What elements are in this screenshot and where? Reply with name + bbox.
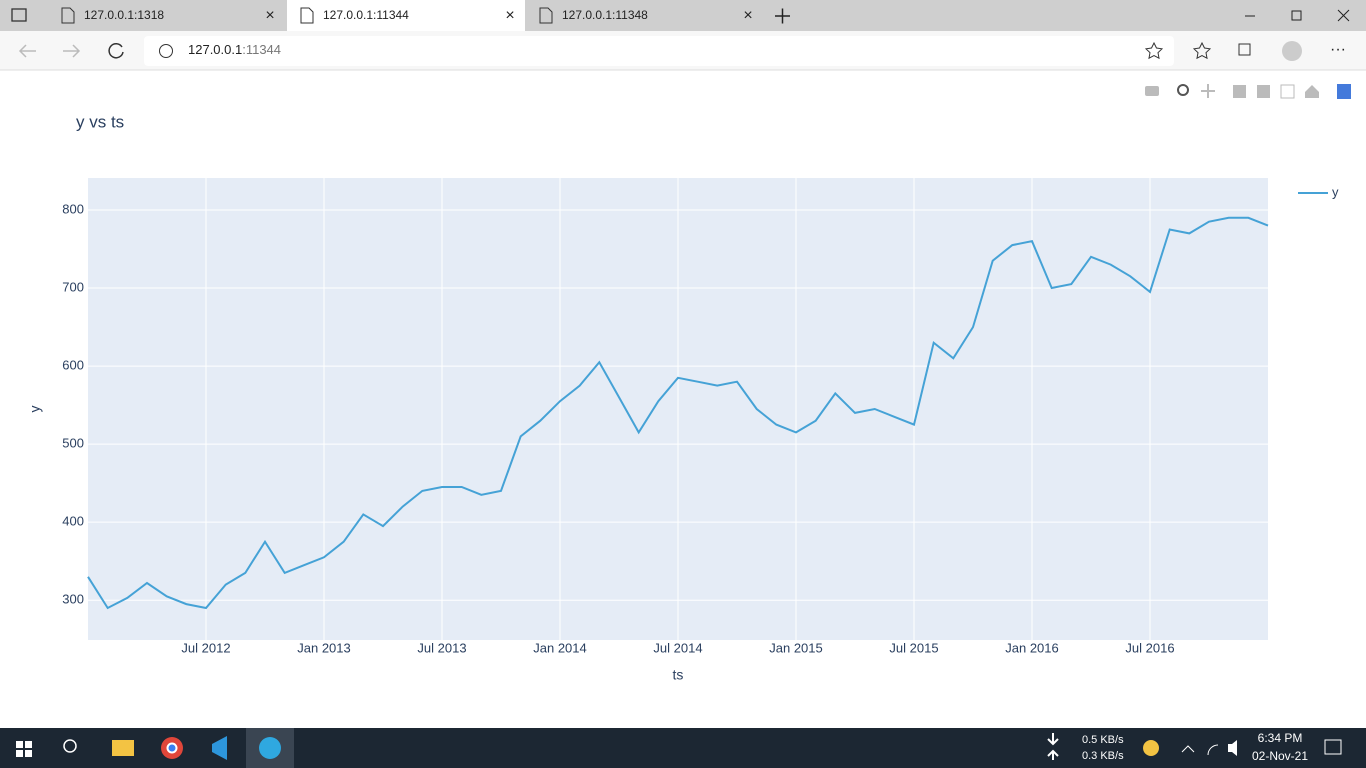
upload-speed: 0.3 KB/s	[1082, 750, 1124, 762]
x-tick-label: Jan 2015	[769, 640, 823, 655]
upload-arrow	[1047, 749, 1059, 760]
x-tick-label: Jul 2016	[1125, 640, 1174, 655]
tab-strip	[0, 0, 1366, 31]
volume[interactable]	[1228, 740, 1237, 756]
x-tick-label: Jan 2016	[1005, 640, 1059, 655]
tray-expand[interactable]	[1181, 745, 1195, 753]
restore[interactable]	[1291, 10, 1302, 21]
x-axis-title: ts	[673, 667, 684, 683]
address-host: 127.0.0.1	[188, 42, 242, 57]
edge[interactable]	[259, 737, 281, 759]
clock-time[interactable]: 6:34 PM	[1258, 731, 1303, 745]
legend-label: y	[1332, 184, 1339, 199]
favorite[interactable]	[1144, 41, 1164, 60]
y-tick-label: 700	[62, 279, 84, 294]
y-axis-title: y	[27, 406, 43, 413]
plotly-logo[interactable]	[1337, 84, 1351, 99]
y-tick-label: 400	[62, 514, 84, 529]
search[interactable]	[63, 739, 77, 753]
y-tick-label: 500	[62, 436, 84, 451]
zoom-out[interactable]	[1257, 85, 1270, 98]
pan[interactable]	[1201, 84, 1215, 98]
tab-icon	[61, 7, 75, 24]
x-tick-label: Jan 2013	[297, 640, 351, 655]
refresh[interactable]	[108, 43, 124, 59]
y-tick-label: 300	[62, 592, 84, 607]
x-tick-label: Jul 2012	[181, 640, 230, 655]
profile[interactable]	[1282, 41, 1302, 61]
reset[interactable]	[1305, 85, 1319, 98]
taskbar	[0, 728, 1366, 768]
clock-date[interactable]: 02-Nov-21	[1252, 749, 1308, 763]
autoscale[interactable]	[1280, 84, 1295, 99]
close-window[interactable]	[1337, 9, 1350, 22]
x-tick-label: Jul 2015	[889, 640, 938, 655]
download-arrow	[1047, 733, 1059, 746]
zoom-in[interactable]	[1233, 85, 1246, 98]
notifications[interactable]	[1324, 739, 1342, 755]
tab-close[interactable]: ×	[505, 7, 514, 24]
new-tab[interactable]	[775, 8, 790, 24]
start[interactable]	[16, 741, 32, 757]
forward[interactable]	[63, 44, 81, 58]
chart: Jul 2012 Jan 2013 Jul 2013 Jan 2014 Jul 2014…	[62, 178, 1339, 655]
y-tick-label: 800	[62, 201, 84, 216]
chart-title: y vs ts	[76, 112, 124, 131]
x-tick-label: Jul 2014	[653, 640, 702, 655]
y-tick-label: 600	[62, 358, 84, 373]
menu[interactable]: ···	[1330, 41, 1346, 58]
tab-close[interactable]: ×	[265, 7, 274, 24]
chrome-center	[166, 742, 178, 754]
address-box[interactable]	[144, 36, 1174, 66]
tab-title: 127.0.0.1:11344	[323, 8, 409, 22]
address-port: :11344	[242, 42, 281, 57]
tab-title[interactable]: 127.0.0.1:11348	[562, 8, 648, 22]
site-info[interactable]	[159, 44, 173, 58]
modebar	[1145, 84, 1351, 99]
explorer[interactable]	[112, 740, 134, 756]
tab-icon	[539, 7, 553, 24]
tab-icon	[300, 7, 314, 24]
x-tick-label: Jan 2014	[533, 640, 587, 655]
active-tab[interactable]	[287, 0, 525, 31]
tab-close[interactable]: ×	[743, 7, 752, 24]
address[interactable]: 127.0.0.1:11344	[188, 42, 281, 57]
weather[interactable]	[1143, 740, 1159, 756]
zoom[interactable]	[1177, 84, 1189, 96]
back[interactable]	[18, 44, 36, 58]
favorites[interactable]	[1192, 41, 1212, 60]
tab[interactable]: 127.0.0.1:1318 ×	[61, 7, 275, 24]
download-speed: 0.5 KB/s	[1082, 734, 1124, 746]
x-tick-label: Jul 2013	[417, 640, 466, 655]
network[interactable]	[1207, 744, 1219, 756]
camera[interactable]	[1145, 86, 1159, 96]
tab-title: 127.0.0.1:1318	[84, 8, 164, 22]
tab-actions[interactable]	[11, 8, 27, 22]
vscode[interactable]	[212, 736, 227, 760]
data-line	[87, 216, 1269, 610]
collections[interactable]	[1238, 43, 1251, 56]
